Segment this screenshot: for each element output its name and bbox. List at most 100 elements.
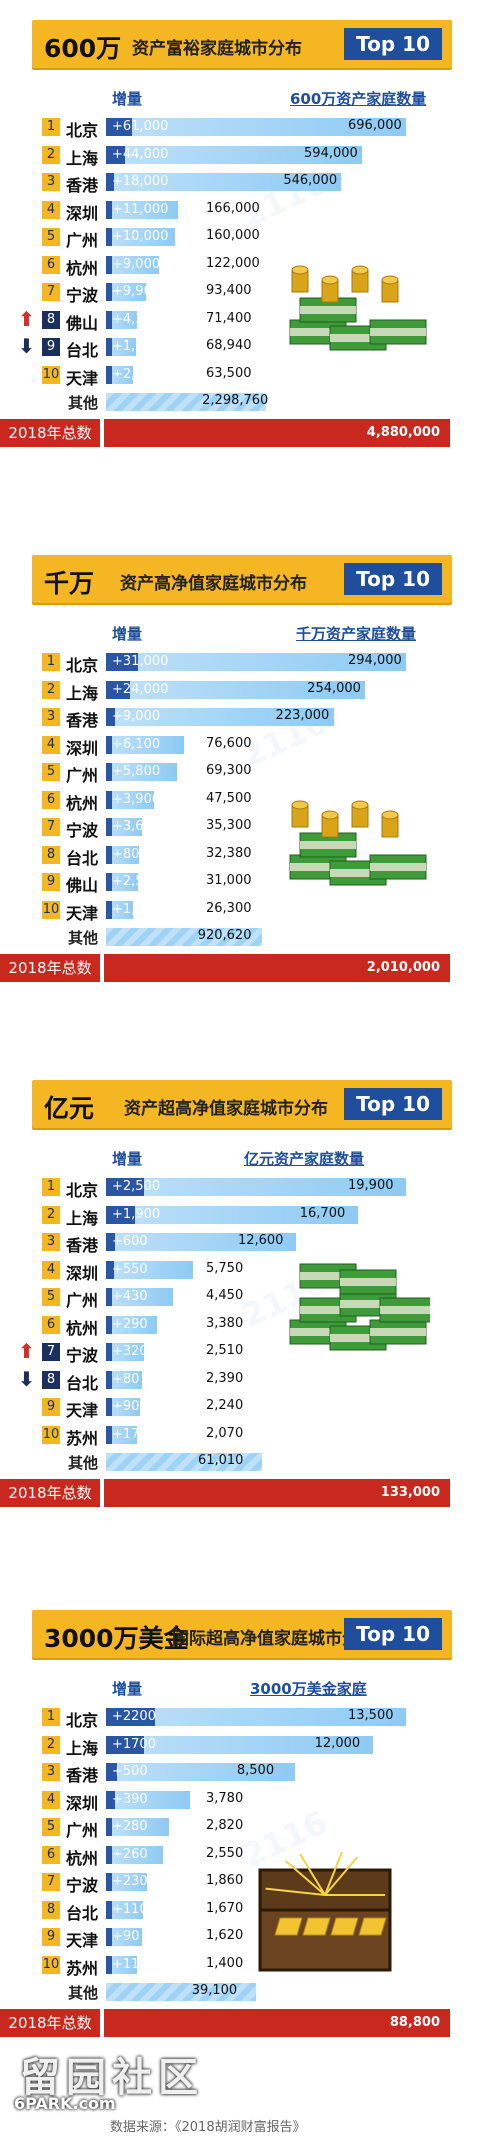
increment-label: +9,900	[112, 284, 161, 299]
bar: +2,500	[106, 1178, 406, 1196]
city-label: 上海	[66, 1208, 99, 1228]
city-label: 北京	[66, 1711, 99, 1730]
gold-chest-illustration	[258, 1851, 392, 1972]
rank-number: 10	[42, 1955, 60, 1974]
money-small-illustration	[289, 265, 427, 351]
city-label: 天津	[66, 368, 99, 388]
table-row: ⬆ 7 宁波 +320 2,510	[0, 1339, 480, 1367]
rank-number: 8	[42, 1370, 60, 1389]
top10-badge: Top 10	[344, 563, 442, 595]
increment-header: 增量	[112, 90, 143, 108]
chart-title: 资产超高净值家庭城市分布	[124, 1099, 328, 1119]
chart-title-bar: 600万 资产富裕家庭城市分布 Top 10	[32, 20, 452, 68]
value-label: 294,000	[348, 653, 402, 668]
table-row: 2 上海 +1700 12,000	[0, 1732, 480, 1760]
value-label: 13,500	[348, 1708, 394, 1723]
table-row: 2 上海 +1,900 16,700	[0, 1202, 480, 1230]
bar: +550	[106, 1260, 193, 1279]
increment-label: +24,000	[112, 681, 169, 697]
rank-number: 6	[42, 1315, 60, 1334]
rank-number: 3	[42, 708, 60, 726]
value-label: 546,000	[283, 173, 338, 188]
value-label: 4,450	[206, 1288, 244, 1303]
increment-label: +9,000	[112, 256, 161, 272]
increment-bar	[106, 1900, 112, 1919]
rank-number: 4	[42, 200, 60, 219]
rank-number: 1	[42, 118, 60, 136]
other-row: 其他 2,298,760	[0, 389, 480, 417]
rank-number: 2	[42, 680, 60, 699]
increment-label: +550	[112, 1261, 148, 1277]
rank-up-arrow-icon: ⬆	[18, 1339, 35, 1363]
city-label: 深圳	[66, 738, 99, 758]
table-row: 7 宁波 +9,900 93,400	[0, 279, 480, 307]
increment-bar	[106, 1398, 112, 1416]
increment-bar	[106, 708, 116, 726]
increment-bar	[106, 1315, 112, 1334]
table-row: ⬇ 9 台北 +1,540 68,940	[0, 334, 480, 362]
increment-bar	[106, 228, 112, 246]
increment-bar	[106, 255, 112, 274]
bar: +5,800	[106, 763, 177, 781]
increment-bar	[106, 283, 112, 301]
table-row: 4 深圳 +550 5,750	[0, 1257, 480, 1285]
total-value-label: 88,800	[389, 2015, 440, 2030]
table-row: 5 广州 +10,000 160,000	[0, 224, 480, 252]
increment-label: +10,000	[112, 229, 169, 244]
rank-number: 4	[42, 735, 60, 754]
other-value-label: 39,100	[191, 1983, 238, 1998]
chart-title-strong: 600万	[44, 34, 122, 63]
bar: +3,900	[106, 790, 160, 809]
table-row: 1 北京 +61,000 696,000	[0, 114, 480, 142]
other-value-label: 920,620	[197, 928, 252, 943]
increment-label: +2,500	[112, 1179, 161, 1194]
bar: +44,000	[106, 145, 363, 164]
rank-number: 8	[42, 845, 60, 864]
other-row: 其他 61,010	[0, 1449, 480, 1477]
money-coins-illustration	[289, 800, 427, 886]
bar: +2,500	[106, 873, 160, 891]
rank-number: 9	[42, 338, 60, 356]
increment-bar	[106, 763, 112, 781]
bar: +3,600	[106, 818, 160, 836]
rank-number: 5	[42, 763, 60, 781]
site-watermark-url: 6PARK.com	[14, 2094, 116, 2113]
city-label: 天津	[66, 1931, 99, 1950]
city-label: 宁波	[66, 1876, 99, 1895]
table-row: 4 深圳 +6,100 76,600	[0, 732, 480, 760]
city-label: 深圳	[66, 1793, 99, 1813]
increment-bar	[106, 1845, 112, 1864]
city-label: 杭州	[66, 793, 99, 813]
site-watermark: 留园社区	[20, 2055, 204, 2101]
increment-bar	[106, 200, 112, 219]
table-row: 7 宁波 +3,600 35,300	[0, 814, 480, 842]
other-value-label: 61,010	[197, 1453, 244, 1468]
other-row: 其他 920,620	[0, 924, 480, 952]
table-row: 5 广州 +430 4,450	[0, 1284, 480, 1312]
rank-number: 9	[42, 873, 60, 891]
value-label: 16,700	[299, 1205, 346, 1221]
rank-number: 8	[42, 1900, 60, 1919]
increment-label: +1,540	[112, 339, 161, 354]
bar: +500	[106, 1763, 295, 1781]
table-row: 6 杭州 +290 3,380	[0, 1312, 480, 1340]
table-row: 9 天津 +90 2,240	[0, 1394, 480, 1422]
value-label: 2,820	[206, 1818, 244, 1833]
increment-bar	[106, 653, 138, 671]
increment-label: +110	[112, 1956, 148, 1972]
total-row: 2018年总数 88,800	[0, 2009, 480, 2037]
city-label: 苏州	[66, 1428, 99, 1448]
increment-label: +31,000	[112, 654, 169, 669]
chart-title: 资产高净值家庭城市分布	[120, 574, 307, 594]
rank-down-arrow-icon: ⬇	[18, 1366, 35, 1391]
city-label: 天津	[66, 903, 99, 923]
other-row: 其他 39,100	[0, 1979, 480, 2007]
value-label: 1,860	[206, 1873, 244, 1888]
value-label: 76,600	[206, 735, 252, 751]
other-bar	[106, 928, 262, 946]
money-large-illustration	[289, 1263, 430, 1351]
increment-label: +2200	[112, 1709, 156, 1724]
chart-section: 亿元 资产超高净值家庭城市分布 Top 10 增量 亿元资产家庭数量 1 北京 +2,500 1…	[0, 1080, 480, 1580]
city-label: 佛山	[66, 313, 99, 333]
